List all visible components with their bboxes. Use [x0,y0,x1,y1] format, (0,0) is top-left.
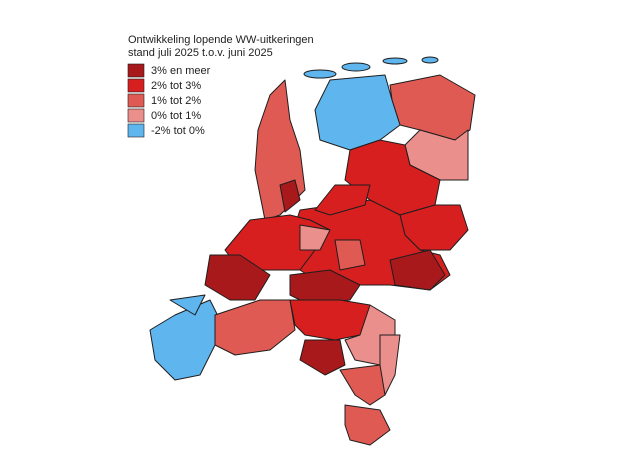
legend-label: 0% tot 1% [151,110,201,122]
legend-swatch [127,93,145,108]
region [204,254,271,301]
legend: 3% en meer 2% tot 3% 1% tot 2% 0% tot 1% -2%… [127,63,211,138]
region [389,249,446,291]
region [214,299,296,356]
region [299,224,331,251]
region [382,57,408,65]
region [303,69,337,79]
map-title: Ontwikkeling lopende WW-uitkeringen [128,34,314,46]
legend-label: 3% en meer [151,65,211,77]
legend-label: -2% tot 0% [151,125,205,137]
map-subtitle: stand juli 2025 t.o.v. juni 2025 [128,47,273,59]
region [314,184,371,216]
region [339,364,386,406]
legend-swatch [127,63,145,78]
regions [149,56,476,446]
region [314,74,401,151]
legend-swatch [127,108,145,123]
region [289,269,361,306]
region [344,404,391,446]
legend-label: 1% tot 2% [151,95,201,107]
region [299,339,346,376]
region [421,56,439,64]
region [149,299,221,381]
region [169,294,206,316]
legend-swatch [127,78,145,93]
region [389,74,476,141]
region [279,179,301,213]
legend-swatch [127,123,145,138]
region [334,239,366,271]
legend-label: 2% tot 3% [151,80,201,92]
region [341,62,371,72]
